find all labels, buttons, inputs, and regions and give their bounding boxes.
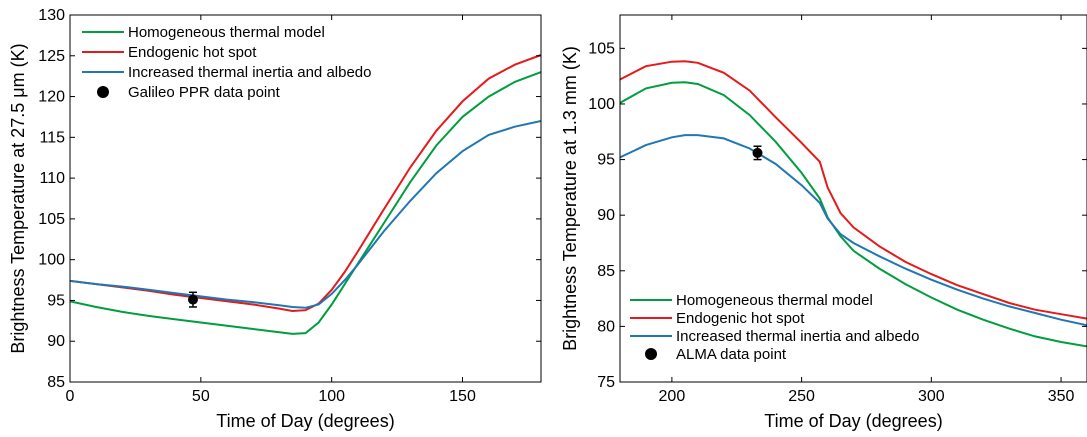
legend: Homogeneous thermal model Endogenic hot s… (82, 24, 372, 101)
y-tick-label: 100 (588, 96, 615, 113)
y-tick-label: 95 (597, 152, 615, 169)
y-tick-label: 105 (588, 40, 615, 57)
y-tick-label: 110 (39, 170, 65, 187)
series-line-3 (620, 134, 1087, 327)
y-tick-label: 95 (47, 292, 65, 309)
legend-label: Increased thermal inertia and albedo (676, 328, 920, 345)
y-tick-label: 115 (39, 129, 65, 146)
y-tick-label: 100 (38, 252, 65, 269)
x-tick-label: 50 (192, 388, 210, 405)
x-tick-label: 100 (318, 388, 345, 405)
y-tick-label: 105 (38, 211, 65, 228)
series-line-3 (70, 120, 541, 309)
data-point-marker (187, 294, 198, 305)
left-chart-panel: 0 50 100 150 85 90 95 100 105 110 115 120 125 130 Time… (8, 7, 542, 431)
legend-label: Homogeneous thermal model (676, 292, 873, 309)
y-tick-label: 80 (597, 318, 615, 335)
x-tick-label: 0 (66, 388, 75, 405)
x-axis-label: Time of Day (degrees) (216, 411, 394, 431)
y-tick-label: 85 (597, 263, 615, 280)
y-tick-label: 125 (38, 48, 65, 65)
y-tick-label: 75 (597, 374, 615, 391)
legend-label: Endogenic hot spot (676, 310, 805, 327)
plot-frame (619, 14, 1087, 383)
x-tick-label: 250 (788, 388, 815, 405)
plot-frame (69, 14, 542, 383)
legend-marker (645, 348, 657, 360)
y-axis-label: Brightness Temperature at 27.5 μm (K) (8, 43, 28, 353)
y-axis-label: Brightness Temperature at 1.3 mm (K) (560, 46, 580, 351)
x-axis-label: Time of Day (degrees) (764, 411, 942, 431)
legend-label: ALMA data point (676, 346, 787, 363)
series-line-1 (70, 71, 541, 335)
y-tick-label: 120 (38, 89, 65, 106)
x-tick-label: 350 (1048, 388, 1075, 405)
legend-label: Endogenic hot spot (128, 44, 257, 61)
legend-marker (97, 86, 109, 98)
y-tick-label: 85 (47, 374, 65, 391)
legend-label: Galileo PPR data point (128, 84, 281, 101)
x-tick-label: 300 (918, 388, 945, 405)
legend-label: Homogeneous thermal model (128, 24, 325, 41)
y-tick-label: 90 (597, 207, 615, 224)
data-point-marker (752, 147, 763, 158)
legend-label: Increased thermal inertia and albedo (128, 64, 372, 81)
x-tick-label: 150 (449, 388, 476, 405)
series-line-2 (620, 60, 1087, 320)
y-tick-label: 130 (38, 7, 65, 24)
right-chart-panel: 200 250 300 350 75 80 85 90 95 100 105 Time of Day … (560, 14, 1087, 431)
y-tick-label: 90 (47, 333, 65, 350)
x-tick-label: 200 (659, 388, 686, 405)
